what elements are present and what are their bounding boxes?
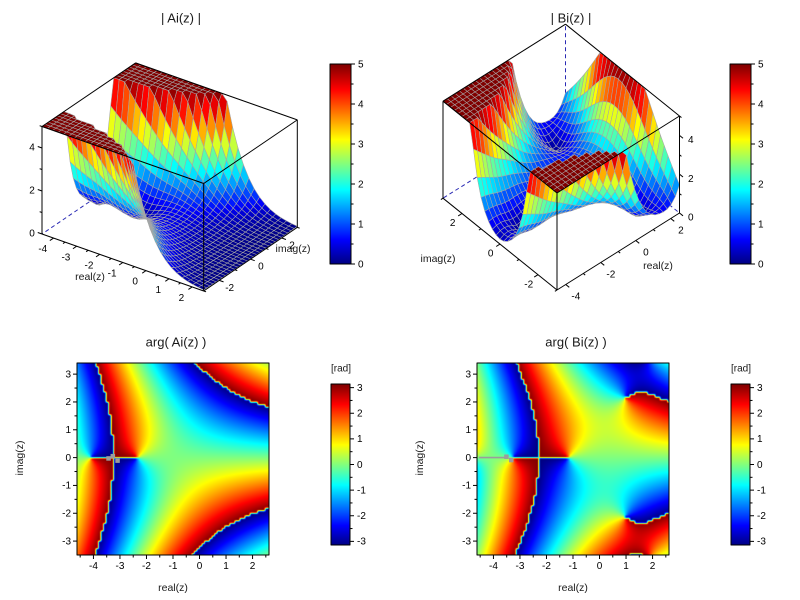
panel1-ylabel: imag(z) (275, 243, 311, 255)
panel3-title: arg( Ai(z) ) (145, 334, 207, 350)
panel4-xlabel: real(z) (558, 582, 588, 594)
panel3-xlabel: real(z) (158, 582, 188, 594)
panel4-title: arg( Bi(z) ) (545, 334, 607, 350)
panel1-xlabel: real(z) (75, 271, 105, 283)
panel2-ylabel: imag(z) (420, 253, 456, 265)
panel1-title: | Ai(z) | (161, 10, 201, 26)
panel2-title: | Bi(z) | (550, 10, 592, 26)
panel4-ylabel: imag(z) (414, 440, 426, 476)
panel3-colorbar-unit-label: [rad] (330, 363, 352, 375)
panel3-ylabel: imag(z) (14, 440, 26, 476)
panel2-xlabel: real(z) (643, 260, 673, 272)
panel4-colorbar-unit-label: [rad] (730, 363, 752, 375)
